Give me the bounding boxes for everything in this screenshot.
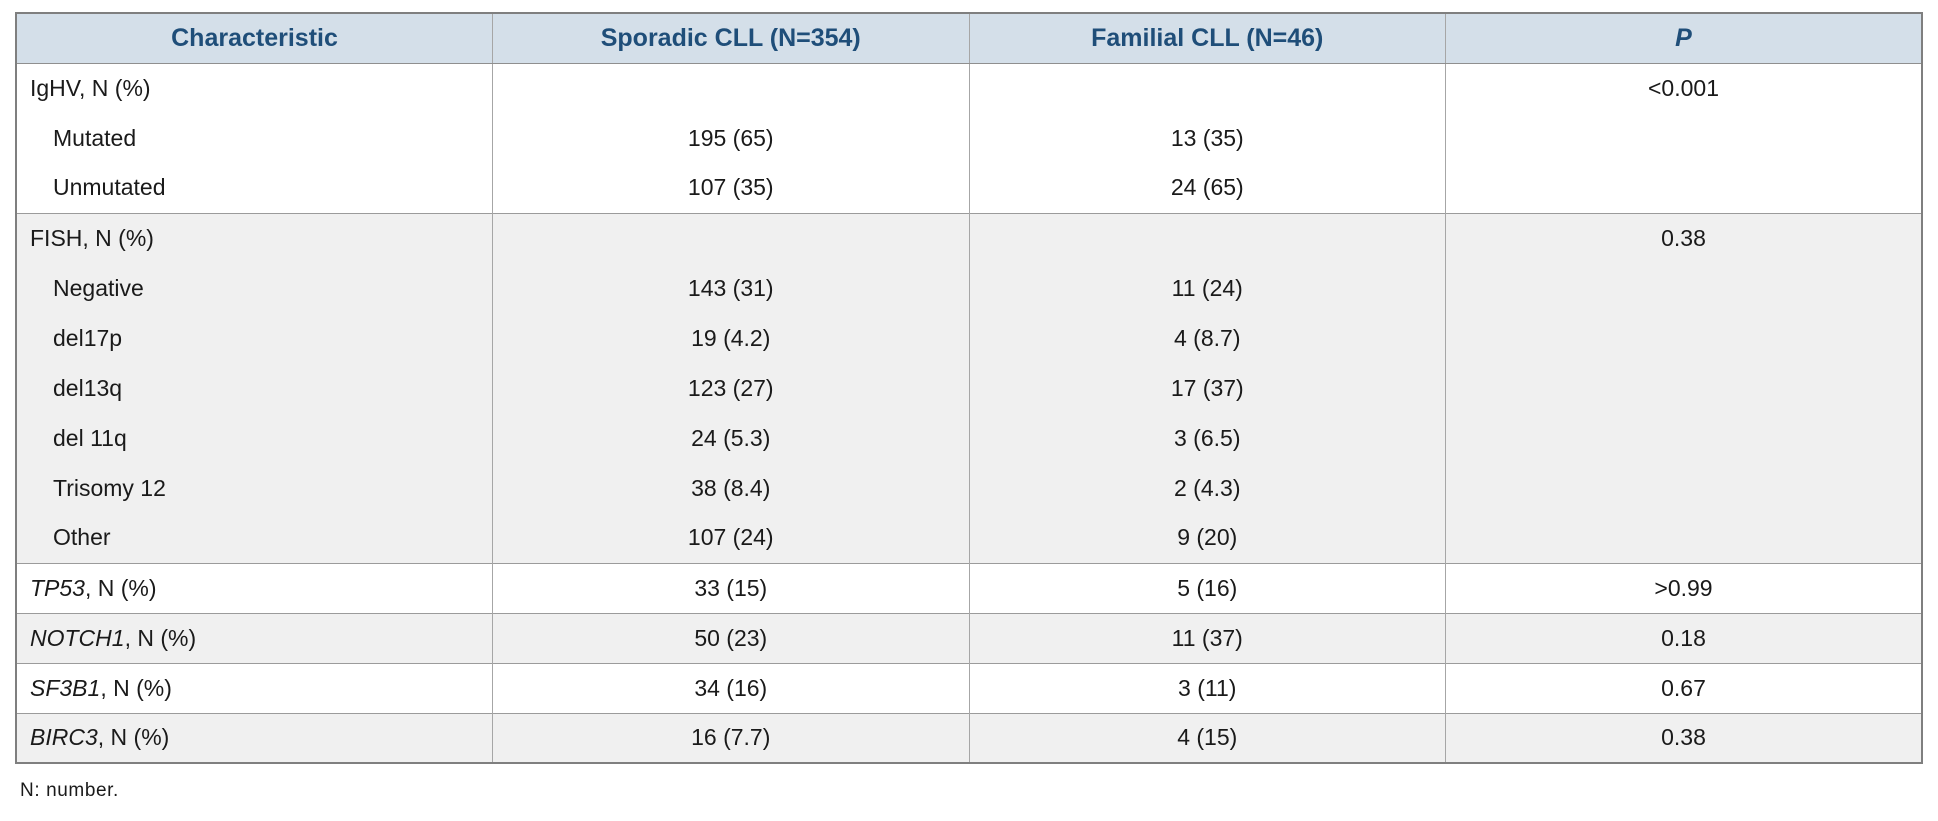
row-group: BIRC3, N (%) 16 (7.7) 4 (15) 0.38	[16, 712, 1922, 763]
cell-familial-value: 11 (24)	[969, 263, 1446, 313]
table-row: NOTCH1, N (%) 50 (23) 11 (37) 0.18	[16, 612, 1922, 663]
cell-p-value: 0.67	[1445, 662, 1922, 713]
cell-familial-value: 13 (35)	[969, 113, 1446, 163]
cell-characteristic: Mutated	[16, 113, 493, 163]
cell-p-value	[1445, 513, 1922, 563]
cell-characteristic: Unmutated	[16, 163, 493, 213]
cell-familial-value: 24 (65)	[969, 163, 1446, 213]
table-row: SF3B1, N (%) 34 (16) 3 (11) 0.67	[16, 662, 1922, 713]
gene-name: BIRC3	[30, 724, 98, 751]
cell-familial-value: 2 (4.3)	[969, 463, 1446, 513]
gene-name: NOTCH1	[30, 624, 125, 651]
cell-sporadic-value: 143 (31)	[492, 263, 970, 313]
cell-p-value	[1445, 363, 1922, 413]
cell-p-value	[1445, 463, 1922, 513]
cell-familial-value: 4 (8.7)	[969, 313, 1446, 363]
table-row: Trisomy 12 38 (8.4) 2 (4.3)	[16, 463, 1922, 513]
column-header-familial-cll: Familial CLL (N=46)	[969, 13, 1446, 64]
table-page: Characteristic Sporadic CLL (N=354) Fami…	[15, 12, 1923, 802]
cell-familial-value	[969, 212, 1446, 263]
row-group: IgHV, N (%) <0.001 Mutated 195 (65) 13 (35) U…	[16, 62, 1922, 213]
table-row: Mutated 195 (65) 13 (35)	[16, 113, 1922, 163]
column-header-characteristic: Characteristic	[16, 13, 493, 64]
cell-familial-value: 11 (37)	[969, 612, 1446, 663]
column-header-sporadic-cll: Sporadic CLL (N=354)	[492, 13, 970, 64]
cell-sporadic-value: 107 (24)	[492, 513, 970, 563]
cell-familial-value: 3 (11)	[969, 662, 1446, 713]
cell-characteristic: Negative	[16, 263, 493, 313]
cell-familial-value: 5 (16)	[969, 562, 1446, 613]
cell-familial-value	[969, 62, 1446, 113]
cell-sporadic-value: 19 (4.2)	[492, 313, 970, 363]
cell-characteristic: del17p	[16, 313, 493, 363]
cell-characteristic: Trisomy 12	[16, 463, 493, 513]
table-row: del 11q 24 (5.3) 3 (6.5)	[16, 413, 1922, 463]
table-row: Negative 143 (31) 11 (24)	[16, 263, 1922, 313]
table-row: FISH, N (%) 0.38	[16, 212, 1922, 263]
cell-characteristic-label: , N (%)	[84, 574, 157, 601]
table-row: Other 107 (24) 9 (20)	[16, 513, 1922, 563]
cell-sporadic-value: 123 (27)	[492, 363, 970, 413]
cell-p-value: >0.99	[1445, 562, 1922, 613]
cell-p-value	[1445, 313, 1922, 363]
table-row: BIRC3, N (%) 16 (7.7) 4 (15) 0.38	[16, 712, 1922, 763]
header-row: Characteristic Sporadic CLL (N=354) Fami…	[16, 13, 1922, 64]
cell-characteristic-label: , N (%)	[124, 624, 197, 651]
cell-p-value: 0.38	[1445, 212, 1922, 263]
cell-sporadic-value	[492, 212, 970, 263]
cell-characteristic-label: , N (%)	[100, 674, 172, 701]
cell-p-value	[1445, 263, 1922, 313]
cell-p-value: 0.38	[1445, 712, 1922, 763]
table-row: IgHV, N (%) <0.001	[16, 62, 1922, 113]
cell-sporadic-value: 50 (23)	[492, 612, 970, 663]
cell-characteristic-label: , N (%)	[97, 724, 170, 751]
cell-characteristic: Other	[16, 513, 493, 563]
row-group: NOTCH1, N (%) 50 (23) 11 (37) 0.18	[16, 612, 1922, 663]
cell-p-value: <0.001	[1445, 62, 1922, 113]
table-row: Unmutated 107 (35) 24 (65)	[16, 163, 1922, 213]
cell-sporadic-value: 34 (16)	[492, 662, 970, 713]
cell-sporadic-value: 195 (65)	[492, 113, 970, 163]
cell-sporadic-value: 16 (7.7)	[492, 712, 970, 763]
cell-familial-value: 17 (37)	[969, 363, 1446, 413]
cell-characteristic: del 11q	[16, 413, 493, 463]
cell-sporadic-value: 38 (8.4)	[492, 463, 970, 513]
column-header-p-value: P	[1445, 13, 1922, 64]
cell-characteristic: TP53, N (%)	[16, 562, 493, 613]
table-row: del17p 19 (4.2) 4 (8.7)	[16, 313, 1922, 363]
cell-familial-value: 4 (15)	[969, 712, 1446, 763]
cell-characteristic: BIRC3, N (%)	[16, 712, 493, 763]
table-header: Characteristic Sporadic CLL (N=354) Fami…	[16, 13, 1922, 64]
row-group: FISH, N (%) 0.38 Negative 143 (31) 11 (24) de…	[16, 212, 1922, 563]
cell-sporadic-value: 107 (35)	[492, 163, 970, 213]
gene-name: TP53	[30, 574, 85, 601]
cell-familial-value: 3 (6.5)	[969, 413, 1446, 463]
table-row: del13q 123 (27) 17 (37)	[16, 363, 1922, 413]
row-group: TP53, N (%) 33 (15) 5 (16) >0.99	[16, 562, 1922, 613]
cell-sporadic-value: 24 (5.3)	[492, 413, 970, 463]
cell-familial-value: 9 (20)	[969, 513, 1446, 563]
cell-p-value: 0.18	[1445, 612, 1922, 663]
cell-characteristic: del13q	[16, 363, 493, 413]
cell-characteristic: NOTCH1, N (%)	[16, 612, 493, 663]
table-footnote: N: number.	[20, 780, 119, 801]
cell-sporadic-value	[492, 62, 970, 113]
cell-characteristic: SF3B1, N (%)	[16, 662, 493, 713]
cell-characteristic: IgHV, N (%)	[16, 62, 493, 113]
row-group: SF3B1, N (%) 34 (16) 3 (11) 0.67	[16, 662, 1922, 713]
table-row: TP53, N (%) 33 (15) 5 (16) >0.99	[16, 562, 1922, 613]
cell-p-value	[1446, 163, 1923, 213]
cell-p-value	[1445, 413, 1922, 463]
cell-p-value	[1446, 113, 1923, 163]
cell-sporadic-value: 33 (15)	[492, 562, 970, 613]
characteristics-table: Characteristic Sporadic CLL (N=354) Fami…	[15, 12, 1923, 764]
gene-name: SF3B1	[30, 674, 101, 701]
cell-characteristic: FISH, N (%)	[16, 212, 493, 263]
